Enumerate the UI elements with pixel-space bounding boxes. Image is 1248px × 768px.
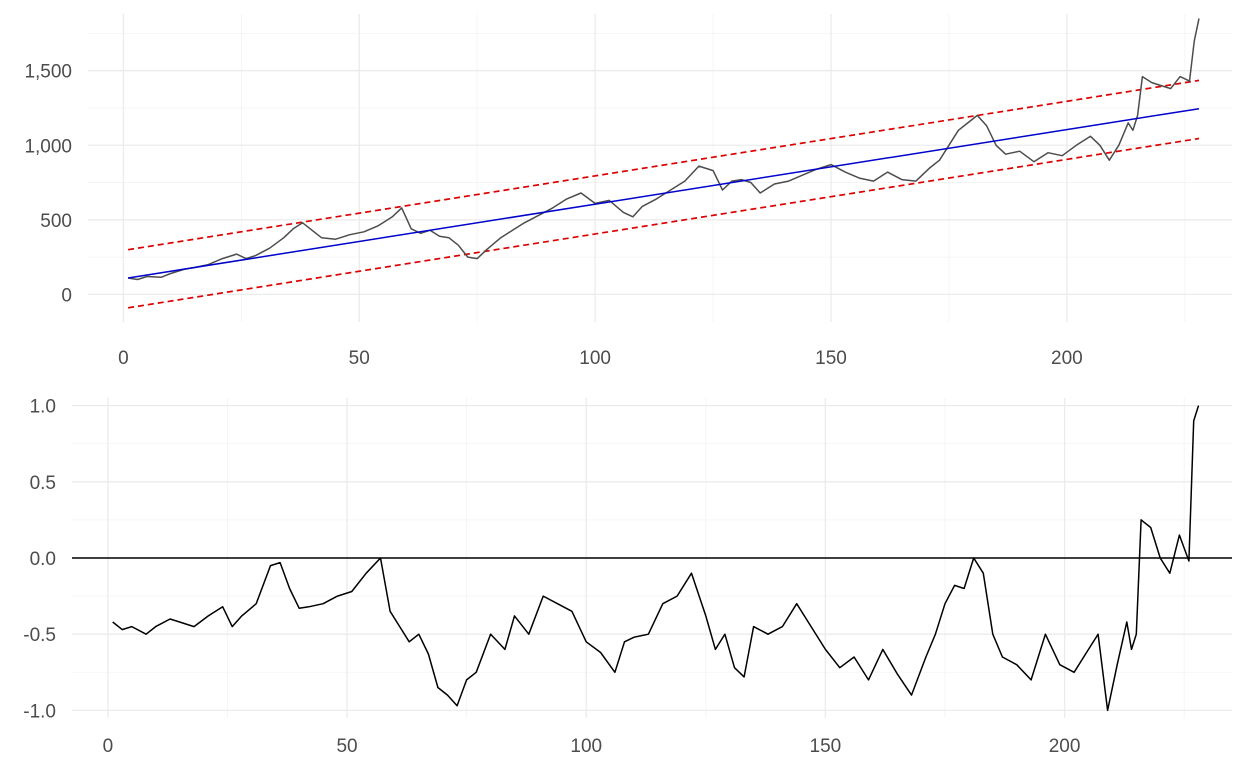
bottom-series [112, 405, 1200, 712]
bottom-y-axis-tick-labels: -1.0 -0.5 0.0 0.5 1.0 [23, 397, 56, 723]
x-tick-label: 0 [103, 736, 114, 757]
top-trend-line [127, 107, 1200, 279]
x-tick-label: 150 [810, 736, 842, 757]
x-tick-label: 50 [336, 736, 357, 757]
top-series [127, 18, 1200, 309]
bottom-panel: -1.0 -0.5 0.0 0.5 1.0 0 50 100 150 200 [23, 397, 1232, 757]
top-panel: 0 500 1,000 1,500 0 50 100 150 200 [24, 14, 1232, 369]
top-observed-line [127, 18, 1200, 281]
y-tick-label: 0 [61, 285, 72, 306]
x-tick-label: 200 [1049, 736, 1081, 757]
y-tick-label: 1,000 [24, 136, 72, 157]
y-tick-label: -0.5 [23, 625, 56, 646]
y-tick-label: 0.5 [30, 473, 56, 494]
top-minor-grid [88, 14, 1232, 322]
y-tick-label: 500 [40, 211, 72, 232]
x-tick-label: 100 [579, 348, 611, 369]
bottom-minor-grid [72, 398, 1232, 718]
top-lower-band-line [127, 137, 1200, 309]
x-tick-label: 100 [570, 736, 602, 757]
x-tick-label: 150 [815, 348, 847, 369]
top-y-axis-tick-labels: 0 500 1,000 1,500 [24, 62, 72, 307]
y-tick-label: 0.0 [30, 549, 56, 570]
top-major-grid [88, 14, 1232, 322]
top-upper-band-line [127, 79, 1200, 251]
bottom-x-axis-tick-labels: 0 50 100 150 200 [103, 736, 1081, 757]
bottom-normalized-deviation-line [112, 405, 1200, 712]
top-x-axis-tick-labels: 0 50 100 150 200 [118, 348, 1083, 369]
x-tick-label: 50 [349, 348, 370, 369]
y-tick-label: 1,500 [24, 62, 72, 83]
x-tick-label: 200 [1051, 348, 1083, 369]
x-tick-label: 0 [118, 348, 129, 369]
y-tick-label: -1.0 [23, 701, 56, 722]
y-tick-label: 1.0 [30, 397, 56, 418]
